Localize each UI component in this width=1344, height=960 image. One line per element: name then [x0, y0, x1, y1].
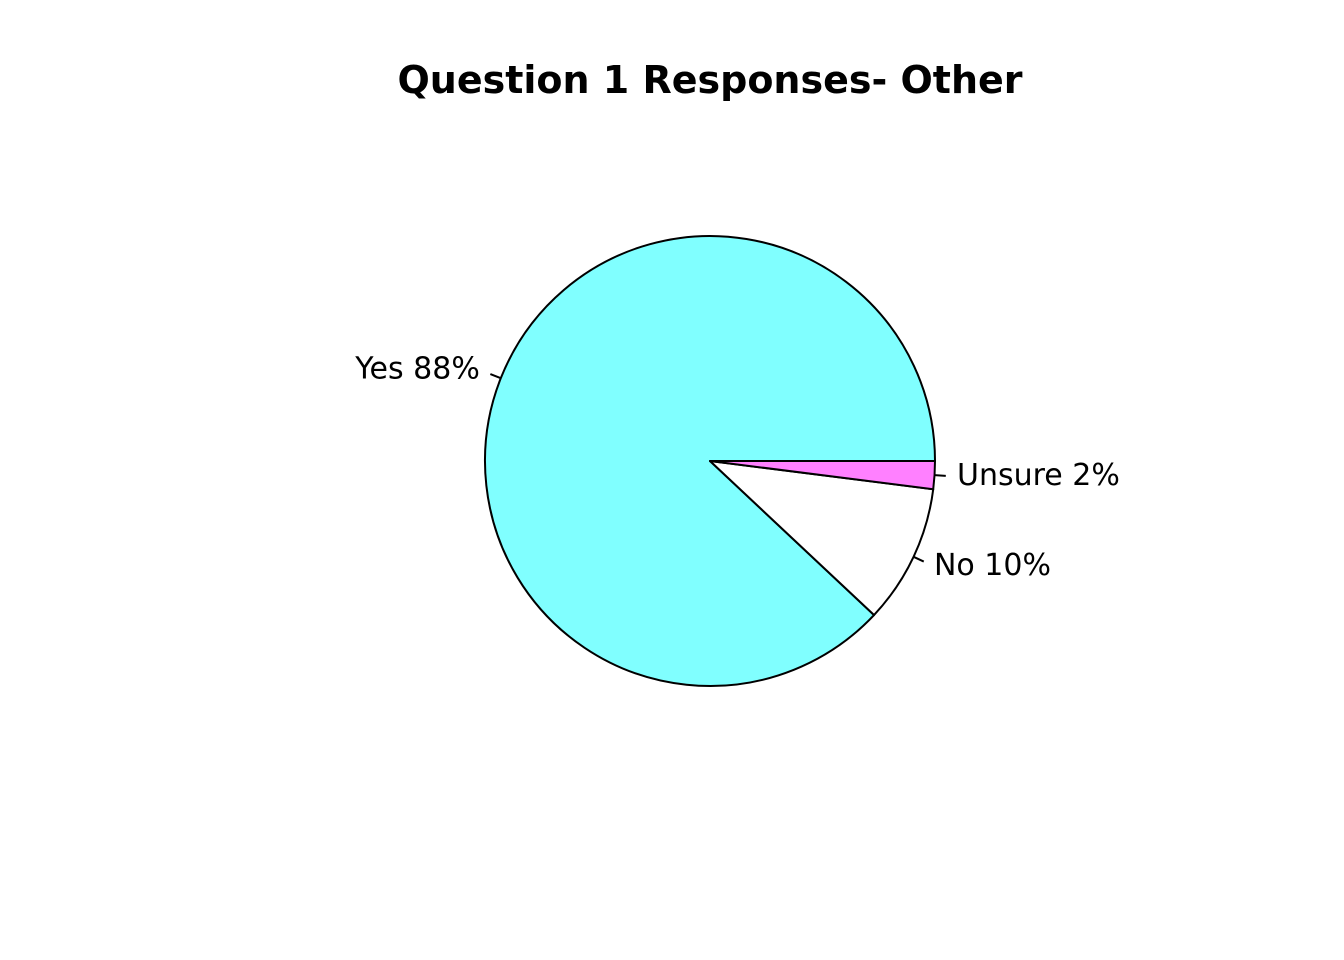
- pie-slices: [484, 235, 936, 687]
- label-tick: [489, 373, 502, 380]
- slice-label: No 10%: [934, 548, 1051, 583]
- chart-title: Question 1 Responses- Other: [397, 58, 1022, 102]
- label-tick: [913, 555, 925, 563]
- pie-label-ticks: [489, 373, 946, 563]
- pie-labels: Yes 88% No 10% Unsure 2%: [354, 351, 1120, 582]
- slice-label: Unsure 2%: [957, 458, 1120, 493]
- slice-label: Yes 88%: [354, 351, 480, 386]
- label-tick: [934, 474, 946, 477]
